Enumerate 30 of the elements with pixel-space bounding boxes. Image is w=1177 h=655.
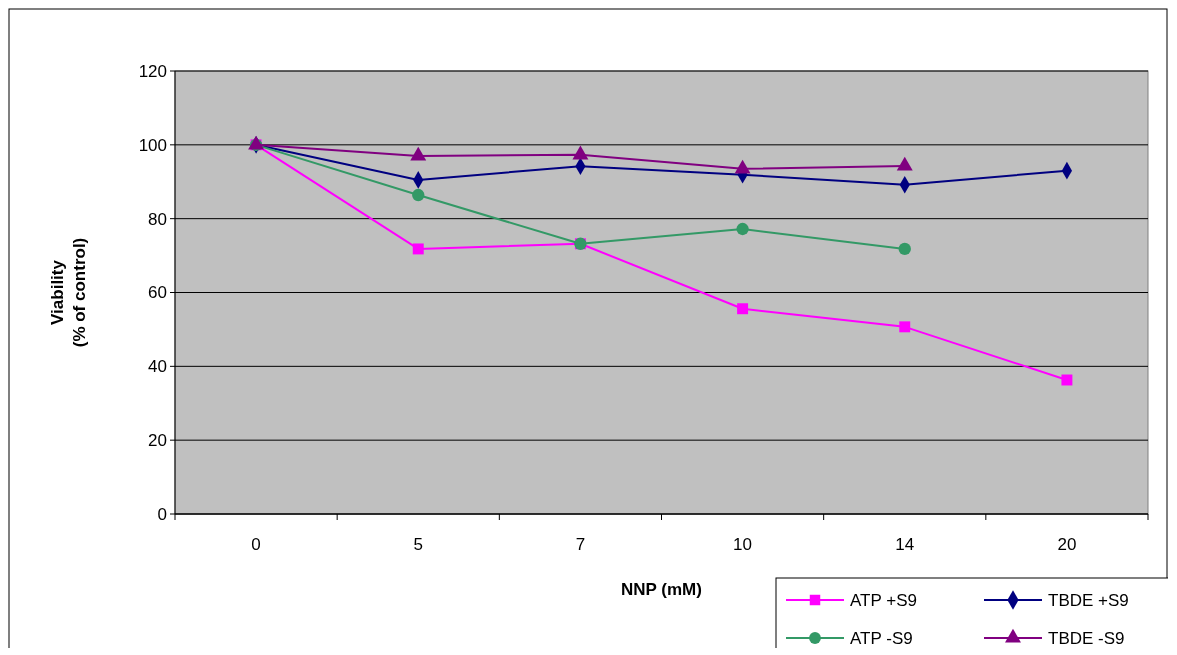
legend-label: TBDE +S9	[1048, 590, 1129, 610]
x-tick-label: 7	[575, 535, 586, 554]
point	[736, 222, 749, 236]
point	[410, 146, 427, 161]
point	[899, 321, 911, 333]
y-tick-label: 60	[148, 283, 167, 303]
point	[572, 145, 589, 160]
y-tick-label: 100	[138, 135, 167, 155]
legend-label: ATP -S9	[850, 628, 913, 648]
y-tick-label: 0	[157, 504, 167, 524]
point	[412, 188, 425, 202]
y-tick-label: 20	[148, 431, 167, 451]
x-tick-label: 20	[1057, 535, 1077, 554]
point	[734, 159, 751, 174]
x-tick-label: 10	[733, 535, 753, 554]
y-tick-label: 120	[138, 61, 167, 81]
x-tick-label: 14	[895, 535, 915, 554]
y-tick-label: 80	[148, 209, 167, 229]
point	[896, 156, 913, 171]
legend-label: ATP +S9	[850, 590, 917, 610]
point	[412, 243, 424, 255]
x-tick-label: 5	[413, 535, 423, 554]
point	[1061, 374, 1073, 386]
y-tick-label: 40	[148, 357, 167, 377]
legend-label: TBDE -S9	[1048, 628, 1125, 648]
point	[898, 242, 911, 256]
y-axis-title: Viability (% of control)	[48, 237, 89, 348]
point	[737, 303, 749, 315]
x-tick-label: 0	[251, 535, 261, 554]
x-axis-title: NNP (mM)	[621, 580, 702, 599]
